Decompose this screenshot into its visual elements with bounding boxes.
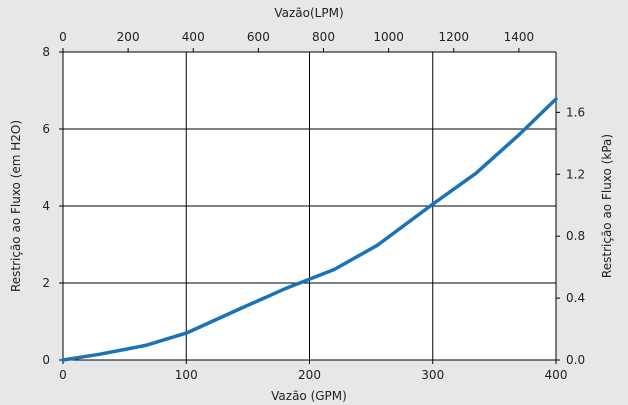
x-tick-label-top: 800 (312, 30, 335, 44)
x-tick-label-top: 400 (182, 30, 205, 44)
y-tick-label-left: 8 (42, 45, 50, 59)
x-tick-label-top: 1400 (504, 30, 535, 44)
x-tick-label-bottom: 100 (175, 368, 198, 382)
y-tick-label-right: 1.2 (566, 167, 585, 181)
series-line (61, 97, 558, 362)
y-tick-label-left: 4 (42, 199, 50, 213)
x-tick-label-top: 200 (117, 30, 140, 44)
axes (59, 48, 560, 364)
x-axis-title-bottom: Vazão (GPM) (271, 389, 347, 403)
x-tick-label-top: 600 (247, 30, 270, 44)
y-tick-label-left: 0 (42, 353, 50, 367)
series (61, 97, 558, 362)
x-tick-label-bottom: 200 (298, 368, 321, 382)
y-tick-label-right: 0.4 (566, 291, 585, 305)
x-tick-label-top: 1000 (373, 30, 404, 44)
y-tick-label-right: 1.6 (566, 105, 585, 119)
x-tick-label-bottom: 400 (545, 368, 568, 382)
y-axis-title-left: Restrição ao Fluxo (em H2O) (9, 120, 23, 292)
x-tick-label-top: 1200 (438, 30, 469, 44)
y-tick-label-right: 0.0 (566, 353, 585, 367)
x-tick-label-bottom: 300 (421, 368, 444, 382)
y-axis-title-right: Restrição ao Fluxo (kPa) (600, 134, 614, 278)
x-tick-label-top: 0 (59, 30, 67, 44)
tick-labels: 0 100 200 300 400 0 200 400 600 800 1000 1200 1400 0 2… (42, 30, 585, 382)
x-tick-label-bottom: 0 (59, 368, 67, 382)
x-axis-title-top: Vazão(LPM) (274, 6, 343, 20)
y-tick-label-left: 2 (42, 276, 50, 290)
y-tick-label-right: 0.8 (566, 229, 585, 243)
y-tick-label-left: 6 (42, 122, 50, 136)
